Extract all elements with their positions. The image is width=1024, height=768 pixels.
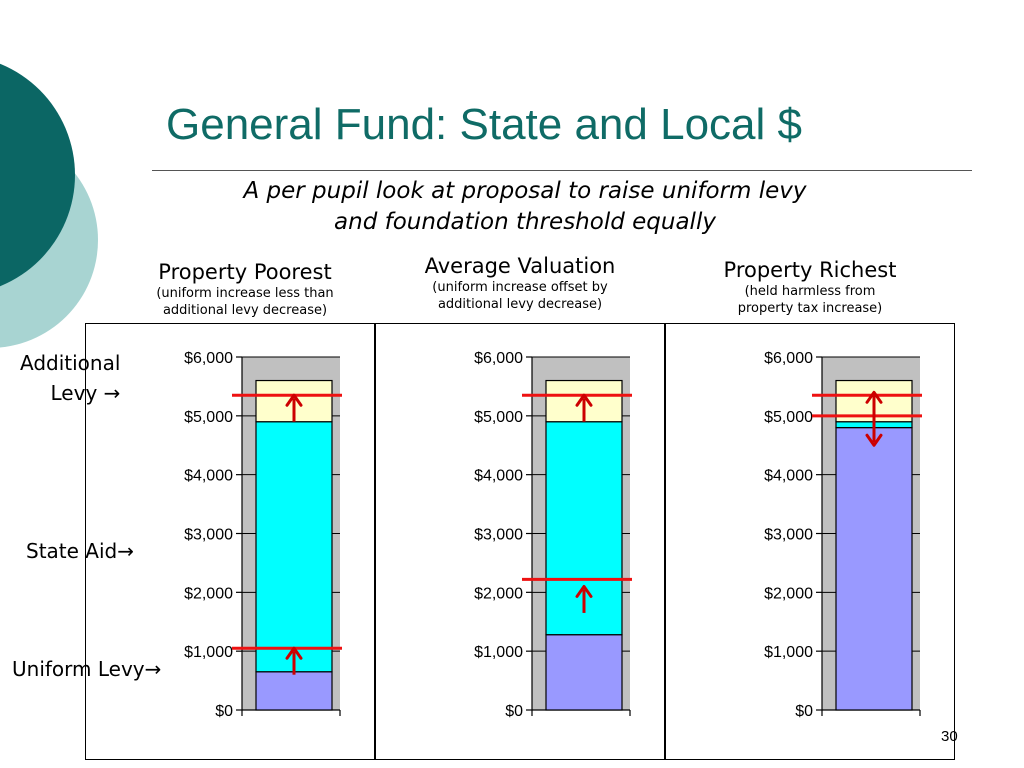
y-tick-label-average: $4,000 <box>474 468 523 485</box>
y-tick-label-richest: $5,000 <box>764 409 813 426</box>
y-tick-label-richest: $2,000 <box>764 585 813 602</box>
y-tick-label-poorest: $2,000 <box>184 585 233 602</box>
y-tick-label-poorest: $6,000 <box>184 350 233 367</box>
state-aid-label: State Aid→ <box>26 539 134 563</box>
panel-header-poorest: Property Poorest (uniform increase less … <box>130 259 360 319</box>
panel-note-poorest-line-2: additional levy decrease) <box>162 303 328 318</box>
bar-segment-uniform-levy-average <box>545 634 623 711</box>
y-tick-label-richest: $3,000 <box>764 527 813 544</box>
panel-note-richest-line-1: (held harmless from <box>744 284 876 299</box>
y-tick-label-poorest: $3,000 <box>184 527 233 544</box>
y-tick-label-richest: $6,000 <box>764 350 813 367</box>
deco-circle-dark <box>0 63 75 287</box>
bar-segment-uniform-levy-poorest <box>255 671 333 711</box>
slide-number: 30 <box>941 728 958 745</box>
subtitle-line-2: and foundation threshold equally <box>334 209 716 235</box>
slide-subtitle: A per pupil look at proposal to raise un… <box>150 176 900 238</box>
y-tick-label-average: $2,000 <box>474 585 523 602</box>
panel-title-poorest: Property Poorest <box>158 260 332 284</box>
slide-title: General Fund: State and Local $ <box>166 100 802 149</box>
panel-title-richest: Property Richest <box>723 258 897 282</box>
y-tick-label-richest: $4,000 <box>764 468 813 485</box>
panel-note-average-line-2: additional levy decrease) <box>437 297 603 312</box>
bar-segment-uniform-levy-richest <box>835 427 913 711</box>
chart-frame-average <box>375 323 665 760</box>
y-tick-label-poorest: $5,000 <box>184 409 233 426</box>
additional-levy-label-line-1: Additional <box>20 351 121 375</box>
y-tick-label-richest: $0 <box>795 703 813 720</box>
arrow-head-poorest <box>285 646 303 660</box>
y-tick-label-poorest: $4,000 <box>184 468 233 485</box>
y-tick-label-poorest: $0 <box>215 703 233 720</box>
y-tick-label-average: $5,000 <box>474 409 523 426</box>
y-tick-label-average: $3,000 <box>474 527 523 544</box>
arrow-head-richest <box>865 433 883 447</box>
arrow-head-richest <box>865 390 883 404</box>
decorative-circles <box>0 63 98 348</box>
panel-header-average: Average Valuation (uniform increase offs… <box>405 253 635 313</box>
panel-note-average-line-1: (uniform increase offset by <box>432 280 608 295</box>
y-tick-label-poorest: $1,000 <box>184 644 233 661</box>
panel-note-poorest-line-1: (uniform increase less than <box>156 286 334 301</box>
y-tick-label-average: $6,000 <box>474 350 523 367</box>
chart-frame-poorest <box>85 323 375 760</box>
y-tick-label-average: $1,000 <box>474 644 523 661</box>
arrow-head-poorest <box>285 393 303 407</box>
y-tick-label-richest: $1,000 <box>764 644 813 661</box>
arrow-head-average <box>575 584 593 598</box>
chart-frame-richest <box>665 323 955 760</box>
arrow-head-average <box>575 393 593 407</box>
panel-header-richest: Property Richest (held harmless from pro… <box>695 257 925 317</box>
uniform-levy-label: Uniform Levy→ <box>12 657 162 681</box>
y-tick-label-average: $0 <box>505 703 523 720</box>
panel-note-richest-line-2: property tax increase) <box>737 301 883 316</box>
bar-segment-state-aid-poorest <box>255 421 333 673</box>
panel-title-average: Average Valuation <box>424 254 616 278</box>
subtitle-line-1: A per pupil look at proposal to raise un… <box>243 178 807 204</box>
title-rule <box>152 170 972 171</box>
